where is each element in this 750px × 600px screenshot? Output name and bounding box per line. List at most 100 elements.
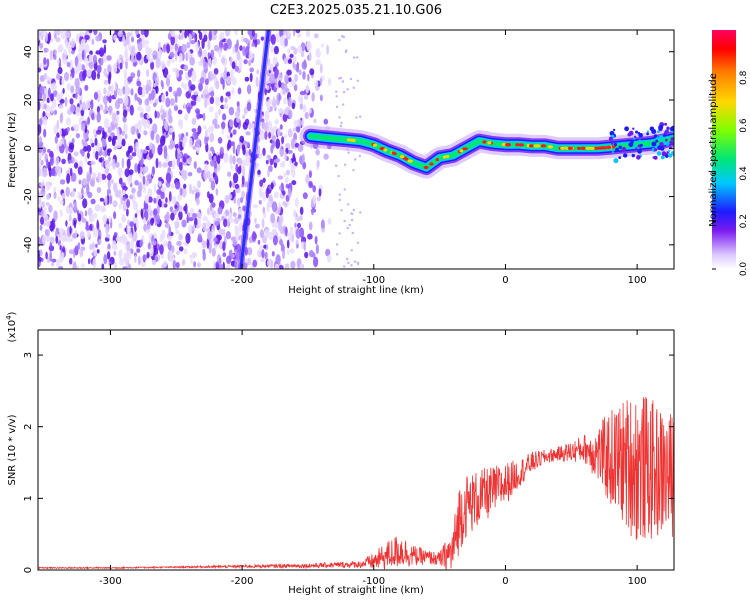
ridge-speckle (613, 158, 619, 164)
noise-blob (183, 153, 188, 158)
noise-blob (291, 169, 296, 178)
noise-blob (275, 138, 281, 149)
noise-blob (94, 137, 98, 146)
noise-blob (195, 40, 199, 52)
noise-blob (285, 176, 289, 185)
noise-blob (150, 218, 154, 226)
noise-blob (134, 180, 139, 186)
noise-blob (96, 106, 100, 114)
ridge-speckle (653, 148, 658, 152)
noise-blob (145, 84, 149, 95)
noise-blob (183, 102, 186, 109)
noise-blob (147, 196, 153, 203)
noise-blob (296, 243, 299, 249)
noise-blob (148, 204, 151, 212)
hot-mark (391, 151, 395, 155)
noise-blob (181, 259, 186, 266)
ridge-speckle (651, 141, 657, 147)
noise-blob (308, 51, 312, 62)
noise-dot (359, 115, 362, 118)
noise-blob (201, 38, 205, 50)
noise-blob (50, 262, 55, 267)
noise-blob (210, 180, 216, 191)
noise-blob (294, 197, 299, 208)
noise-blob (178, 246, 184, 252)
noise-blob (64, 71, 69, 82)
noise-blob (98, 238, 102, 246)
noise-dot (352, 208, 356, 212)
noise-blob (121, 130, 125, 136)
noise-blob (61, 78, 65, 86)
ridge-speckle (618, 145, 622, 149)
noise-blob (136, 51, 142, 61)
noise-blob (237, 197, 241, 207)
noise-blob (106, 194, 110, 206)
noise-blob (84, 34, 90, 41)
noise-blob (287, 59, 292, 64)
noise-blob (112, 158, 116, 170)
noise-blob (214, 221, 220, 226)
noise-blob (191, 70, 197, 82)
noise-blob (207, 52, 211, 60)
noise-blob (267, 98, 273, 105)
noise-blob (179, 119, 184, 130)
noise-blob (304, 111, 309, 120)
noise-blob (176, 87, 182, 97)
noise-blob (210, 125, 214, 133)
noise-blob (62, 246, 66, 253)
noise-blob (66, 126, 70, 132)
noise-blob (163, 148, 168, 160)
noise-blob (207, 231, 213, 241)
noise-blob (236, 145, 240, 156)
noise-blob (174, 220, 180, 228)
noise-blob (259, 244, 263, 252)
noise-blob (174, 50, 178, 62)
noise-blob (171, 58, 175, 64)
noise-blob (104, 118, 110, 129)
noise-blob (164, 222, 171, 229)
noise-blob (107, 243, 111, 250)
noise-blob (49, 156, 54, 166)
noise-blob (232, 189, 236, 200)
noise-blob (209, 178, 212, 183)
noise-blob (60, 251, 65, 262)
noise-dot (356, 241, 360, 244)
noise-blob (130, 238, 134, 249)
spectrogram-ytick-label: -20 (23, 188, 34, 204)
noise-blob (327, 254, 332, 263)
noise-blob (163, 260, 168, 267)
noise-blob (184, 113, 189, 121)
noise-blob (155, 133, 160, 144)
noise-blob (271, 228, 275, 236)
noise-blob (56, 119, 60, 130)
noise-blob (80, 263, 85, 268)
noise-blob (297, 94, 303, 103)
noise-blob (228, 218, 235, 223)
noise-blob (113, 211, 117, 220)
noise-blob (66, 173, 71, 184)
noise-blob (121, 217, 127, 222)
noise-blob (175, 230, 180, 235)
noise-blob (73, 201, 77, 210)
noise-blob (223, 103, 229, 110)
noise-blob (113, 145, 117, 151)
noise-blob (178, 69, 184, 76)
noise-blob (153, 208, 158, 216)
noise-blob (191, 128, 197, 133)
noise-blob (289, 226, 294, 236)
noise-blob (130, 36, 135, 43)
noise-blob (287, 48, 291, 54)
noise-blob (232, 129, 237, 136)
snr-xtick-label: -300 (99, 576, 122, 587)
ridge-speckle (623, 153, 628, 158)
noise-blob (166, 74, 171, 79)
noise-blob (143, 223, 147, 232)
noise-blob (197, 233, 202, 241)
ridge-speckle (669, 140, 674, 145)
noise-blob (260, 118, 265, 123)
noise-blob (208, 30, 212, 41)
noise-blob (46, 112, 51, 118)
noise-blob (192, 131, 198, 141)
noise-blob (279, 215, 284, 225)
noise-blob (114, 265, 117, 269)
